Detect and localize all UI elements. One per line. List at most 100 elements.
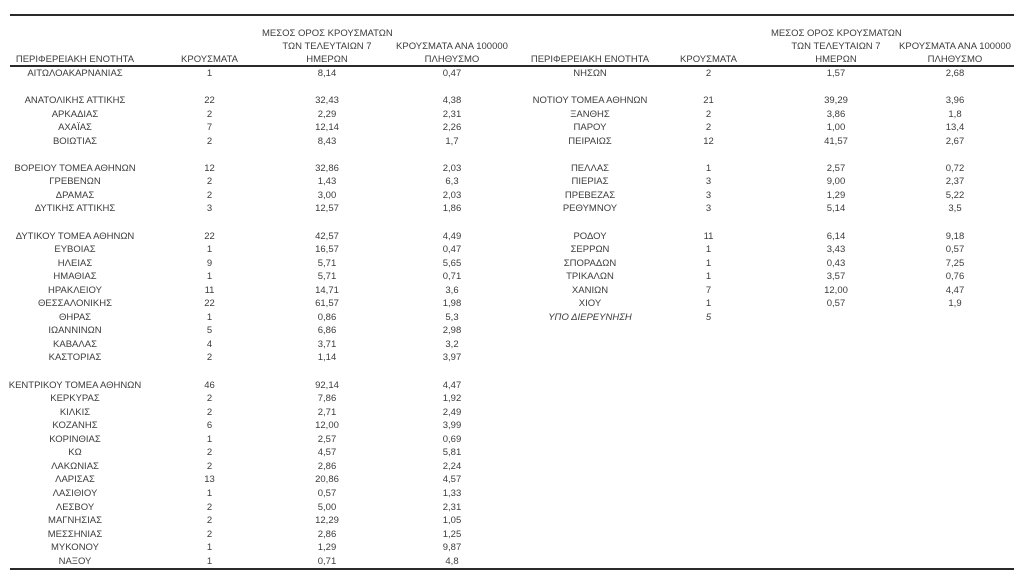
table-cell: 1,43 [317,176,337,188]
table-cell: ΛΑΣΙΘΙΟΥ [52,487,98,499]
table-cell: 5,65 [442,257,462,269]
table-cell: 1 [705,244,712,256]
table-cell: 2 [206,528,213,540]
table-cell: ΛΑΡΙΣΑΣ [55,474,95,486]
table-cell: ΠΑΡΟΥ [573,122,607,134]
table-cell [893,311,1017,325]
table-cell: 0,69 [442,433,462,445]
table-cell: 1 [206,542,213,554]
table-gap [262,81,392,95]
table-cell: 3,43 [826,244,846,256]
table-cell: ΞΑΝΘΗΣ [570,108,610,120]
table-cell: ΒΟΙΩΤΙΑΣ [52,135,98,147]
table-cell: ΝΟΤΙΟΥ ΤΟΜΕΑ ΑΘΗΝΩΝ [532,95,648,107]
table-cell: 1 [206,487,213,499]
table-cell: ΝΗΣΩΝ [573,68,607,79]
table-cell: 22 [204,230,215,242]
table-cell: 3,5 [948,203,962,215]
table-cell: ΘΕΣΣΑΛΟΝΙΚΗΣ [38,298,112,310]
table-cell: 1,05 [442,515,462,527]
table-cell: 2,86 [317,528,337,540]
left-table-region-column: ΑΙΤΩΛΟΑΚΑΡΝΑΝΙΑΣ ΑΝΑΤΟΛΙΚΗΣ ΑΤΤΙΚΗΣ ΑΡΚΑΔΙ… [0,67,150,568]
table-cell: 3 [705,176,712,188]
table-cell: 2,67 [945,135,965,147]
table-cell: ΚΑΒΑΛΑΣ [53,338,97,350]
table-cell: ΘΗΡΑΣ [58,311,92,323]
table-cell: 3,6 [445,284,459,296]
table-cell: 9,18 [945,230,965,242]
table-cell: 3,86 [826,108,846,120]
table-cell: 5,71 [317,257,337,269]
table-cell: ΚΟΖΑΝΗΣ [52,420,98,432]
table-cell: 1 [206,68,213,79]
table-cell: 12,00 [315,420,339,432]
table-cell: 3 [705,203,712,215]
table-gap [515,216,665,230]
table-cell: 46 [204,379,215,391]
table-gap [893,148,1017,162]
table-cell: 32,86 [315,162,339,174]
table-cell: 92,14 [315,379,339,391]
table-cell: ΑΙΤΩΛΟΑΚΑΡΝΑΝΙΑΣ [27,68,123,79]
table-cell: 7 [705,284,712,296]
table-cell: 5,00 [317,501,337,513]
table-cell: 1,33 [442,487,462,499]
table-cell: 2,57 [826,162,846,174]
table-cell: 5,3 [445,311,459,323]
table-cell: 1,9 [948,298,962,310]
table-cell: 5,71 [317,271,337,283]
table-cell: 1 [705,162,712,174]
table-cell: 1,7 [445,135,459,147]
table-cell: 1,29 [317,542,337,554]
table-gap [771,81,901,95]
table-cell: 3,00 [317,189,337,201]
table-cell: ΣΕΡΡΩΝ [570,244,610,256]
table-gap [262,216,392,230]
table-cell: ΚΙΛΚΙΣ [59,406,91,418]
table-cell: 8,43 [317,135,337,147]
table-cell: ΑΝΑΤΟΛΙΚΗΣ ΑΤΤΙΚΗΣ [24,95,126,107]
table-cell: 6,14 [826,230,846,242]
table-cell: 9 [206,257,213,269]
table-cell: 0,47 [442,68,462,79]
table-gap [0,216,150,230]
table-cell: 3 [206,203,213,215]
table-cell: 2,31 [442,108,462,120]
table-cell: 2 [206,352,213,364]
table-cell: 0,57 [826,298,846,310]
table-cell: 1,14 [317,352,337,364]
left-table-avg7-column: 8,14 32,43 2,29 12,14 8,43 32,86 1,43 3,00 12,57… [262,67,392,568]
table-cell: 0,76 [945,271,965,283]
table-cell: 12,57 [315,203,339,215]
table-cell: ΓΡΕΒΕΝΩΝ [49,176,101,188]
table-cell: 42,57 [315,230,339,242]
table-cell: 2 [206,501,213,513]
table-cell: 2,71 [317,406,337,418]
table-cell: 12,00 [824,284,848,296]
table-cell: 61,57 [315,298,339,310]
table-cell: ΗΡΑΚΛΕΙΟΥ [48,284,102,296]
table-cell: 2 [206,460,213,472]
table-cell: 1 [705,271,712,283]
table-cell: ΗΛΕΙΑΣ [57,257,93,269]
table-cell: 6,86 [317,325,337,337]
header-left-avg7-line1: ΜΕΣΟΣ ΟΡΟΣ ΚΡΟΥΣΜΑΤΩΝ [262,28,393,39]
table-cell: ΛΑΚΩΝΙΑΣ [51,460,99,472]
header-right-per100k-line2: ΠΛΗΘΥΣΜΟ [927,54,983,65]
table-cell: 12 [703,135,714,147]
table-cell: 22 [204,298,215,310]
table-cell: 1 [206,433,213,445]
table-cell: ΑΡΚΑΔΙΑΣ [51,108,99,120]
table-cell: ΡΕΘΥΜΝΟΥ [562,203,618,215]
table-cell: 1 [206,555,213,567]
table-cell: ΕΥΒΟΙΑΣ [54,244,96,256]
table-cell: 4,49 [442,230,462,242]
table-cell: 0,71 [317,555,337,567]
table-cell: ΚΑΣΤΟΡΙΑΣ [48,352,102,364]
table-gap [177,365,242,379]
header-rule [10,65,1014,67]
table-cell: 4,8 [445,555,459,567]
table-cell: 7,86 [317,393,337,405]
table-cell: ΠΡΕΒΕΖΑΣ [564,189,616,201]
right-table-region-column: ΝΗΣΩΝ ΝΟΤΙΟΥ ΤΟΜΕΑ ΑΘΗΝΩΝ ΞΑΝΘΗΣ ΠΑΡΟΥ ΠΕΙΡΑ… [515,67,665,324]
